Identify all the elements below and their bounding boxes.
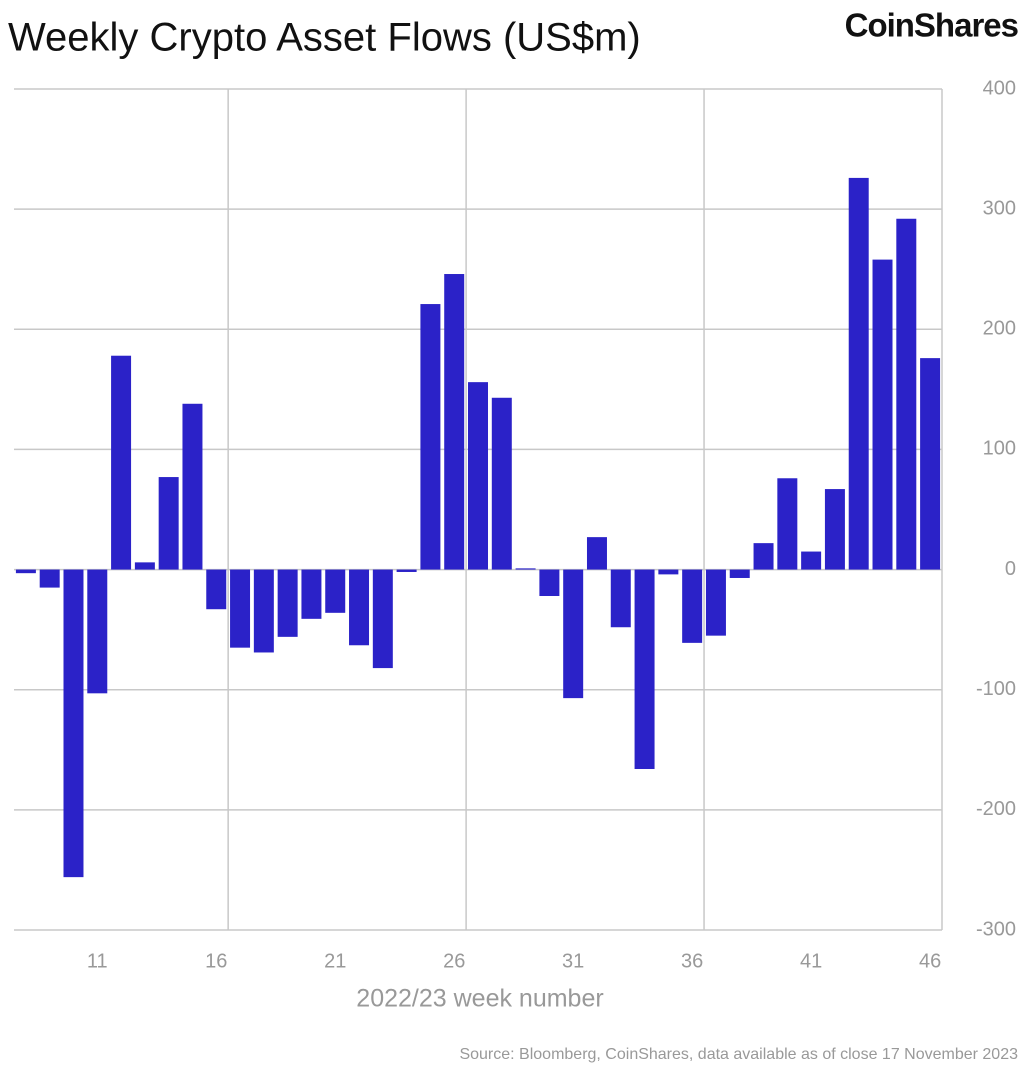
x-tick-label: 41	[800, 950, 822, 972]
bar	[277, 569, 298, 637]
bar	[230, 569, 251, 648]
bar	[111, 355, 132, 570]
bar	[896, 218, 917, 570]
bar	[682, 569, 703, 643]
bar	[705, 569, 726, 636]
x-tick-label: 46	[919, 950, 941, 972]
bar	[872, 259, 893, 570]
bar	[87, 569, 108, 694]
bar	[63, 569, 84, 878]
bar	[563, 569, 584, 699]
bar	[586, 537, 607, 570]
y-tick-label: 300	[983, 197, 1016, 219]
x-tick-label: 21	[324, 950, 346, 972]
bar	[848, 177, 869, 570]
bar	[444, 274, 465, 570]
bar	[325, 569, 346, 613]
x-tick-label: 11	[87, 950, 108, 972]
bar	[206, 569, 227, 610]
y-tick-label: -300	[976, 918, 1016, 940]
bar	[539, 569, 560, 597]
bar	[468, 382, 488, 570]
bar	[920, 358, 941, 570]
bar	[634, 569, 655, 770]
bar	[158, 477, 179, 570]
bar	[420, 304, 441, 570]
x-axis-label: 2022/23 week number	[356, 985, 603, 1013]
bar	[396, 569, 417, 572]
bar	[801, 551, 822, 570]
bar	[610, 569, 631, 628]
bar	[777, 478, 798, 570]
y-tick-label: -200	[976, 798, 1016, 820]
bar	[301, 569, 322, 619]
x-tick-label: 36	[681, 950, 703, 972]
source-note: Source: Bloomberg, CoinShares, data avai…	[459, 1046, 1018, 1063]
bar	[253, 569, 274, 653]
x-tick-label: 26	[443, 950, 465, 972]
y-tick-label: -100	[976, 678, 1016, 700]
y-tick-label: 200	[983, 318, 1016, 340]
bar	[515, 568, 536, 570]
bar	[134, 562, 155, 570]
bar	[182, 403, 203, 570]
y-tick-label: 0	[1005, 558, 1016, 580]
bar	[491, 397, 512, 570]
x-tick-label: 16	[205, 950, 227, 972]
chart-title: Weekly Crypto Asset Flows (US$m)	[8, 16, 641, 60]
bar	[349, 569, 370, 646]
y-tick-label: 100	[983, 438, 1016, 460]
bar	[658, 569, 679, 575]
bar	[15, 569, 36, 574]
bar	[372, 569, 393, 669]
bar	[824, 489, 845, 570]
bar	[39, 569, 60, 588]
y-tick-label: 400	[983, 77, 1016, 99]
bar	[729, 569, 750, 578]
bar	[753, 543, 774, 570]
brand-logo: CoinShares	[845, 7, 1018, 44]
x-tick-label: 31	[562, 950, 584, 972]
